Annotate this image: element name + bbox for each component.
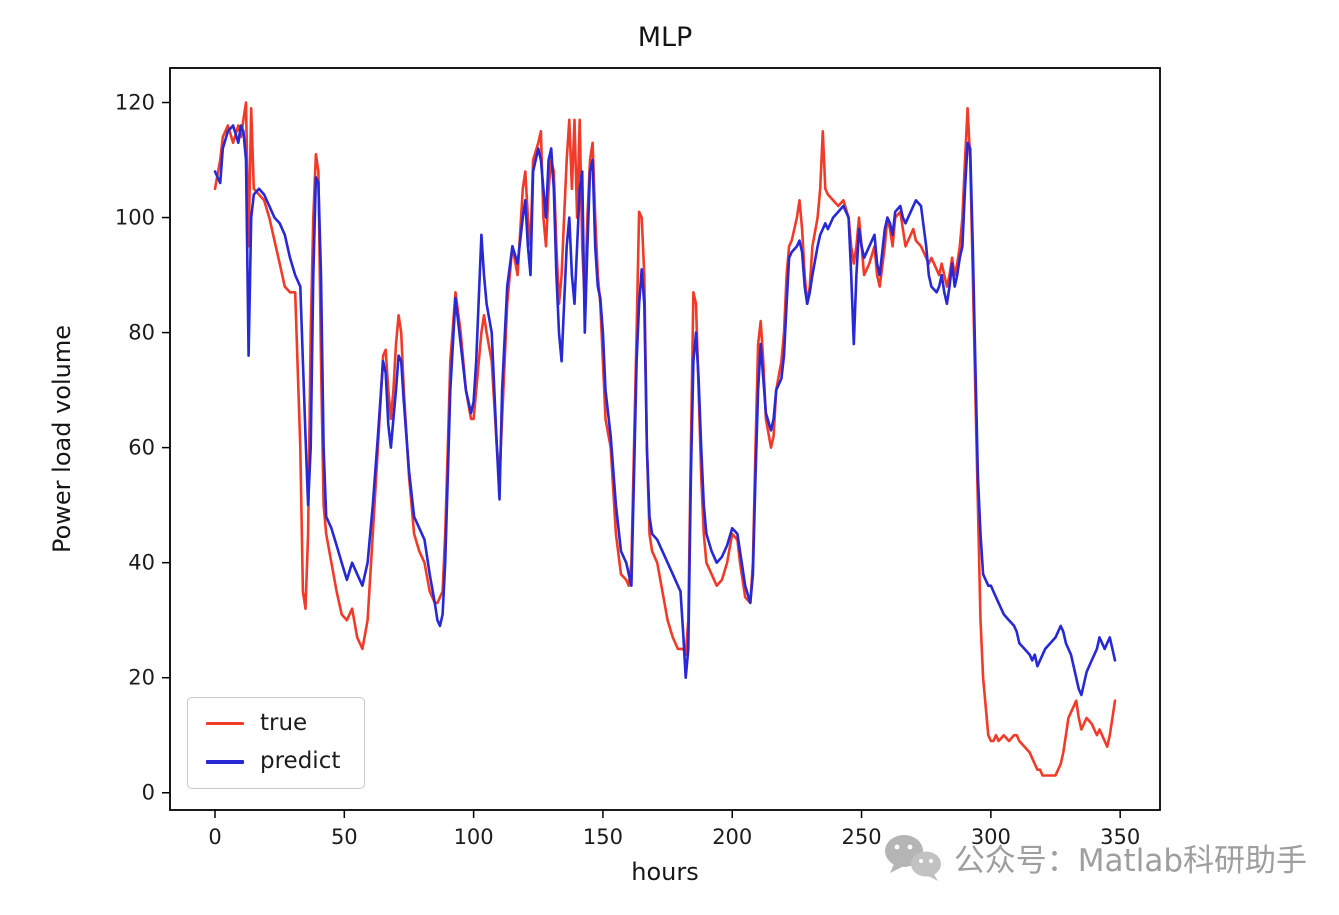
- y-tick-label: 60: [128, 436, 155, 460]
- wechat-icon: [884, 835, 941, 881]
- legend-label-predict: predict: [260, 748, 341, 775]
- y-tick-label: 120: [115, 91, 155, 115]
- y-tick-label: 0: [142, 781, 155, 805]
- legend: true predict: [187, 697, 366, 789]
- legend-label-true: true: [260, 710, 308, 736]
- y-tick-label: 100: [115, 206, 155, 230]
- legend-line-true-icon: [206, 721, 244, 726]
- watermark: 公众号：Matlab科研助手: [882, 832, 1307, 882]
- x-tick-label: 250: [842, 825, 882, 849]
- x-tick-label: 300: [971, 825, 1011, 849]
- series-predict: [213, 124, 1117, 697]
- series-true: [213, 101, 1117, 777]
- y-tick-label: 20: [128, 666, 155, 690]
- y-axis-label: Power load volume: [48, 324, 76, 554]
- chart-title: MLP: [637, 22, 693, 53]
- x-tick-label: 0: [208, 825, 221, 849]
- x-tick-label: 200: [712, 825, 752, 849]
- x-tick-label: 100: [454, 825, 494, 849]
- y-tick-label: 40: [128, 551, 155, 575]
- plot-area: [169, 67, 1161, 811]
- x-tick-label: 350: [1100, 825, 1140, 849]
- legend-line-predict-icon: [206, 760, 244, 764]
- x-axis-label: hours: [631, 858, 699, 886]
- legend-item-predict: predict: [206, 748, 341, 775]
- watermark-text: 公众号：Matlab科研助手: [953, 842, 1307, 879]
- legend-item-true: true: [206, 710, 340, 736]
- y-tick-label: 80: [128, 321, 155, 345]
- x-tick-label: 150: [583, 825, 623, 849]
- x-tick-label: 50: [331, 825, 358, 849]
